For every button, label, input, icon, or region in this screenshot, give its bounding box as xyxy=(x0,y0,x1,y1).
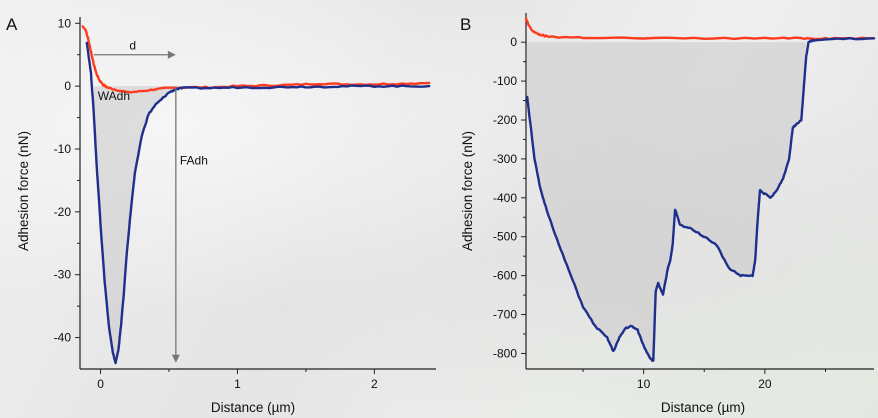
chart-b-plot: 0 -100 -200 -300 -400 -500 -600 -700 -800 10 20 xyxy=(493,13,876,391)
chart-a-ytick-label: -20 xyxy=(54,205,72,219)
chart-a-ytick-label: -30 xyxy=(54,268,72,282)
chart-b-ytick-label: -400 xyxy=(493,191,517,205)
chart-a-ylabel: Adhesion force (nN) xyxy=(16,131,31,251)
chart-b-xtick-label: 20 xyxy=(758,377,772,391)
chart-a-distance-label: d xyxy=(129,39,136,53)
chart-b-adhesion-area xyxy=(527,42,807,362)
chart-b-ylabel: Adhesion force (nN) xyxy=(460,131,475,251)
chart-a-adhesion-area xyxy=(93,86,320,363)
chart-a-series-red-line xyxy=(81,25,431,94)
chart-a-ytick-label: -40 xyxy=(54,331,72,345)
chart-a-force-label: FAdh xyxy=(180,154,208,168)
chart-b-series-red-line xyxy=(524,17,876,41)
chart-a-work-label: WAdh xyxy=(98,89,130,103)
chart-b-ytick-label: 0 xyxy=(510,35,517,49)
chart-b-ytick-label: -100 xyxy=(493,74,517,88)
chart-a-series-blue-line xyxy=(85,41,431,365)
chart-b-ytick-label: -600 xyxy=(493,269,517,283)
chart-a-xtick-label: 2 xyxy=(371,377,378,391)
chart-b-ytick-label: -800 xyxy=(493,346,517,360)
chart-a-plot: 10 0 -10 -20 -30 -40 0 1 2 d WAdh FAdh xyxy=(54,16,436,391)
chart-a-ytick-label: 10 xyxy=(58,16,72,30)
chart-a-xtick-label: 0 xyxy=(97,377,104,391)
chart-a-xtick-label: 1 xyxy=(234,377,241,391)
chart-a-ytick-label: -10 xyxy=(54,142,72,156)
chart-b-ytick-label: -300 xyxy=(493,152,517,166)
chart-a-ytick-label: 0 xyxy=(64,79,71,93)
chart-a-distance-arrowhead xyxy=(167,50,176,59)
chart-b-ytick-label: -200 xyxy=(493,113,517,127)
chart-a-force-arrowhead xyxy=(171,354,180,363)
chart-b-series-blue-line xyxy=(526,37,876,362)
chart-a-xlabel: Distance (µm) xyxy=(211,400,295,415)
chart-b-xlabel: Distance (µm) xyxy=(661,400,745,415)
chart-b-ytick-label: -700 xyxy=(493,308,517,322)
chart-b-ytick-label: -500 xyxy=(493,230,517,244)
panel-letter-a: A xyxy=(6,15,18,34)
panel-letter-b: B xyxy=(460,15,471,34)
chart-b-xtick-label: 10 xyxy=(637,377,651,391)
